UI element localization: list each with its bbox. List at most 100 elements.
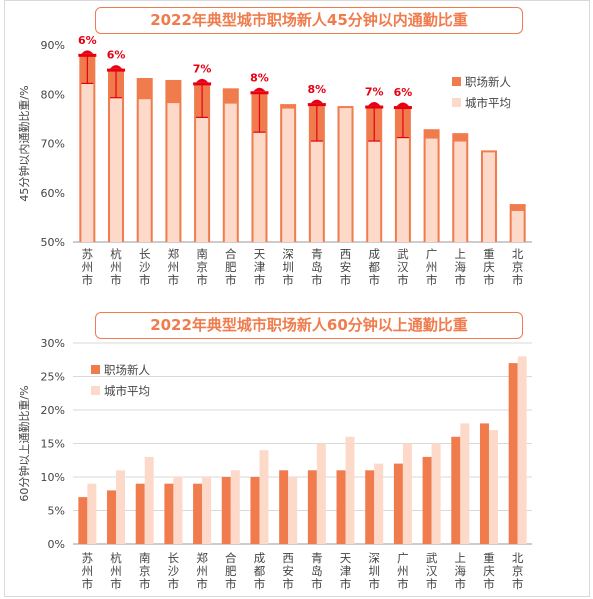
y-tick-label: 30% [41, 337, 65, 350]
x-tick-label-char: 京 [139, 564, 151, 578]
x-tick-label-char: 州 [82, 564, 94, 578]
x-tick-label-char: 武 [426, 551, 438, 565]
bar-avg-12 [425, 138, 438, 242]
x-tick-label-char: 武 [397, 247, 409, 261]
y-tick-label: 60% [41, 187, 65, 200]
x-tick-label-char: 苏 [82, 247, 94, 261]
x-tick-label-char: 市 [196, 577, 208, 591]
x-tick-label-char: 合 [225, 247, 237, 261]
legend-swatch-avg [91, 386, 100, 395]
bar-avg-3 [167, 103, 180, 243]
diff-label: 6% [107, 49, 126, 62]
bar-new-3 [164, 483, 174, 544]
y-axis-title: 45分钟以内通勤比重/% [17, 85, 31, 201]
chart1-svg: 50%60%70%80%90%45分钟以内通勤比重/%苏州市杭州市长沙市郑州市南… [17, 34, 532, 287]
x-tick-label-char: 海 [455, 260, 467, 274]
bar-new-14 [479, 423, 489, 544]
x-tick-label-char: 都 [368, 260, 380, 274]
x-tick-label-char: 广 [426, 247, 438, 261]
x-tick-label-char: 市 [340, 577, 352, 591]
bar-new-1 [107, 490, 117, 544]
x-tick-label-char: 市 [254, 577, 266, 591]
x-tick-label-char: 市 [139, 273, 151, 287]
x-tick-label-char: 州 [168, 260, 180, 274]
bar-avg-3 [173, 477, 183, 544]
x-tick-label-char: 市 [512, 273, 524, 287]
x-tick-label-char: 市 [254, 273, 266, 287]
x-tick-label-char: 广 [397, 551, 409, 565]
bar-avg-14 [482, 152, 495, 242]
y-tick-label: 0% [48, 538, 65, 551]
diff-base [250, 91, 269, 95]
bar-avg-2 [144, 456, 154, 544]
bar-avg-5 [230, 470, 240, 544]
x-tick-label-char: 南 [196, 247, 208, 261]
bar-avg-8 [316, 443, 326, 544]
bar-avg-12 [431, 443, 441, 544]
y-tick-label: 10% [41, 471, 65, 484]
diff-base [393, 106, 412, 110]
x-tick-label-char: 汉 [397, 260, 409, 274]
page-border [4, 0, 590, 597]
x-tick-label-char: 京 [512, 260, 524, 274]
bar-avg-6 [253, 132, 266, 242]
bar-avg-10 [374, 463, 384, 544]
x-tick-label-char: 深 [282, 247, 294, 261]
x-tick-label-char: 市 [483, 273, 495, 287]
x-tick-label-char: 沙 [139, 260, 151, 274]
diff-base [307, 103, 326, 107]
x-tick-label-char: 市 [110, 577, 122, 591]
diff-base [193, 82, 212, 86]
x-tick-label-char: 天 [254, 247, 266, 261]
bar-avg-13 [454, 141, 467, 242]
x-tick-label-char: 州 [196, 564, 208, 578]
x-tick-label-char: 安 [282, 564, 294, 578]
legend-label-new: 职场新人 [465, 75, 511, 89]
x-tick-label-char: 天 [340, 551, 352, 565]
x-tick-label-char: 庆 [483, 260, 495, 274]
y-tick-label: 90% [41, 39, 65, 52]
x-tick-label-char: 市 [426, 577, 438, 591]
bar-new-7 [279, 470, 289, 544]
x-tick-label-char: 津 [254, 260, 266, 274]
x-tick-label-char: 市 [368, 577, 380, 591]
x-tick-label-char: 市 [225, 577, 237, 591]
x-tick-label-char: 市 [168, 273, 180, 287]
y-tick-label: 20% [41, 404, 65, 417]
x-tick-label-char: 州 [397, 564, 409, 578]
x-tick-label-char: 市 [225, 273, 237, 287]
bar-avg-1 [116, 470, 126, 544]
x-tick-label-char: 圳 [282, 260, 294, 274]
bar-new-10 [365, 470, 375, 544]
x-tick-label-char: 市 [512, 577, 524, 591]
x-tick-label-char: 杭 [110, 551, 122, 565]
legend-label-avg: 城市平均 [465, 96, 511, 110]
x-tick-label-char: 市 [483, 577, 495, 591]
x-tick-label-char: 苏 [82, 551, 94, 565]
legend-swatch-new [91, 365, 100, 374]
x-tick-label-char: 州 [110, 564, 122, 578]
bar-avg-11 [396, 137, 409, 242]
bar-avg-1 [110, 97, 123, 242]
diff-base [78, 53, 97, 57]
x-tick-label-char: 圳 [368, 564, 380, 578]
bar-new-12 [422, 456, 432, 544]
x-tick-label-char: 青 [311, 247, 323, 261]
bar-avg-15 [511, 210, 524, 242]
bar-new-0 [78, 497, 88, 544]
x-tick-label-char: 市 [455, 577, 467, 591]
y-tick-label: 5% [48, 505, 65, 518]
x-tick-label-char: 市 [397, 577, 409, 591]
bar-new-6 [250, 477, 260, 544]
x-tick-label-char: 市 [340, 273, 352, 287]
bar-avg-9 [345, 436, 355, 544]
x-tick-label-char: 上 [455, 247, 467, 261]
x-tick-label-char: 安 [340, 260, 352, 274]
x-tick-label-char: 西 [340, 247, 352, 261]
x-tick-label-char: 肥 [225, 260, 237, 274]
x-tick-label-char: 南 [139, 551, 151, 565]
legend-label-avg: 城市平均 [104, 384, 150, 398]
x-tick-label-char: 汉 [426, 564, 438, 578]
bar-avg-9 [339, 108, 352, 242]
